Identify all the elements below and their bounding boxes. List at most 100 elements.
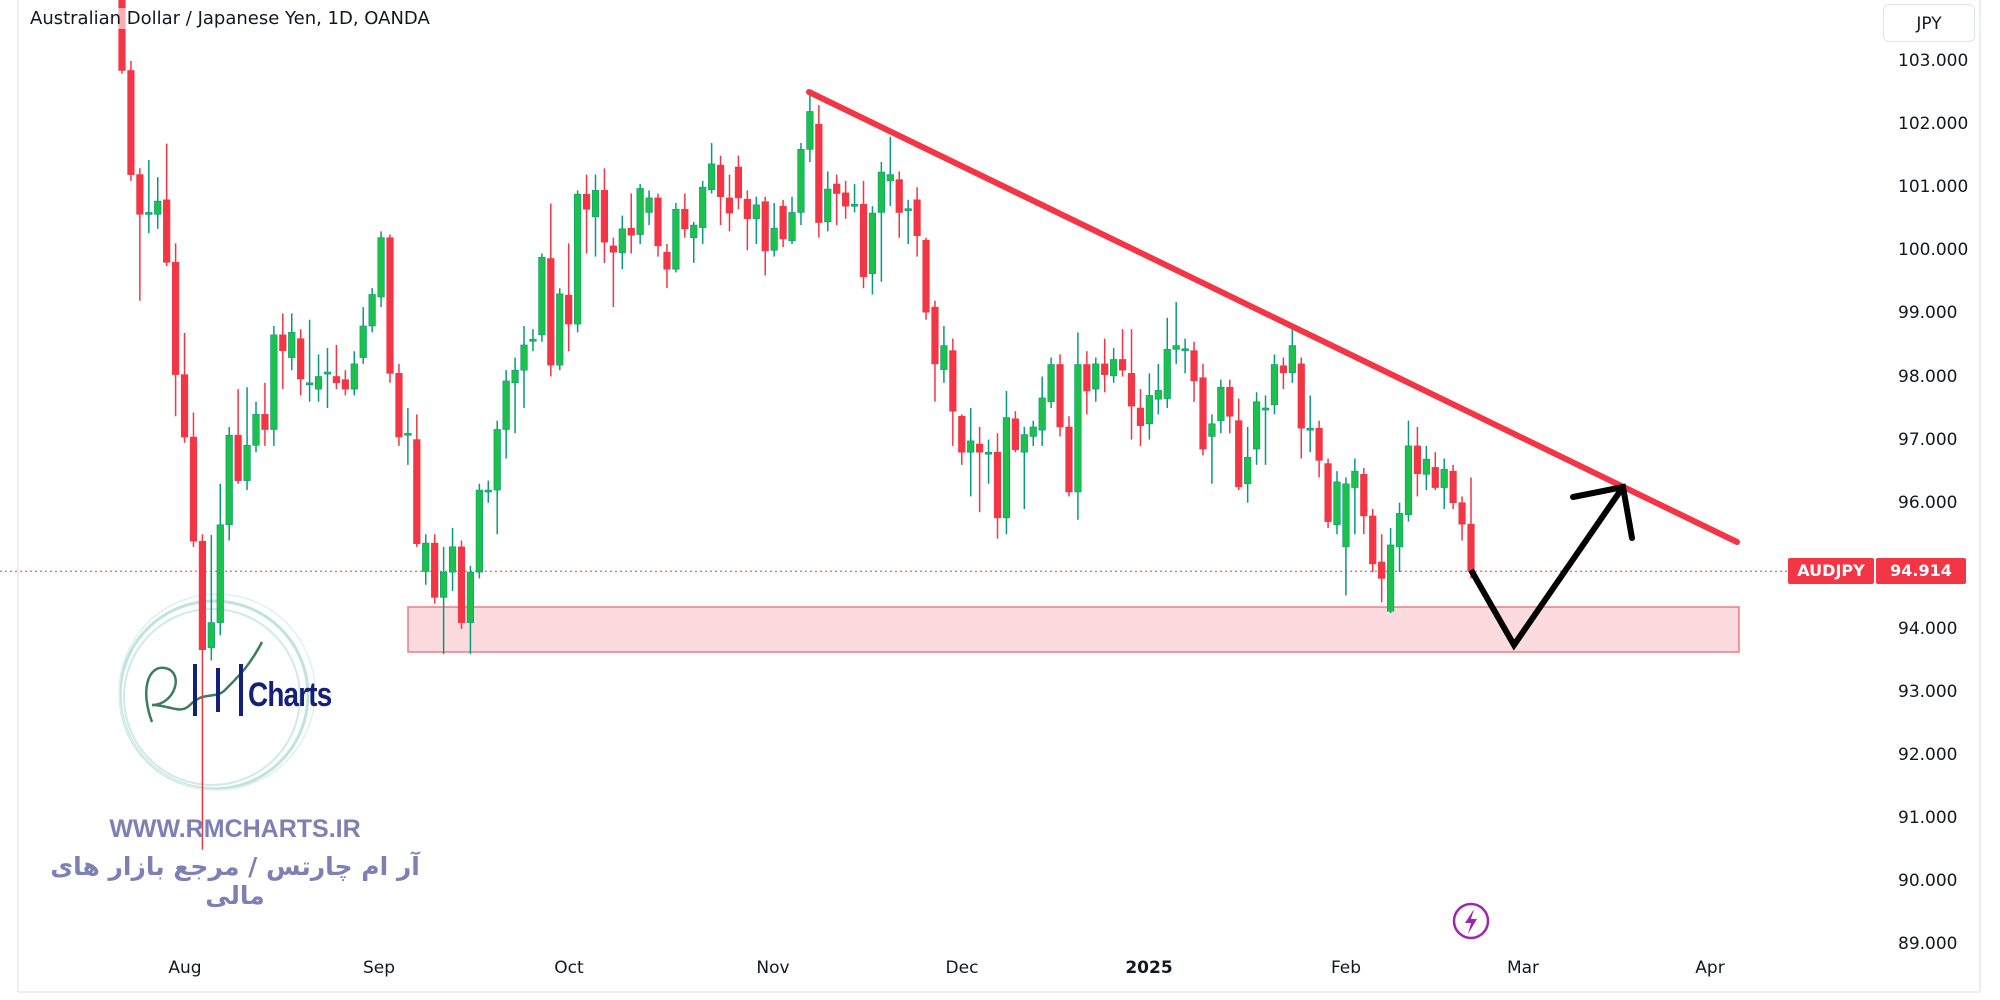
candle[interactable] [984, 439, 993, 484]
descending-trendline[interactable] [806, 89, 1740, 545]
candle[interactable] [725, 174, 734, 232]
candle[interactable] [654, 193, 662, 257]
candle[interactable] [386, 234, 394, 383]
candle[interactable] [145, 160, 153, 234]
candle[interactable] [716, 155, 725, 226]
candle[interactable] [341, 370, 349, 396]
candle[interactable] [1110, 348, 1118, 383]
candle[interactable] [582, 174, 591, 254]
candle[interactable] [556, 288, 564, 371]
candle[interactable] [448, 527, 457, 592]
candle[interactable] [1360, 467, 1368, 535]
candle[interactable] [1351, 458, 1359, 535]
candle[interactable] [1244, 426, 1252, 503]
candle[interactable] [1333, 471, 1341, 535]
candle[interactable] [1386, 527, 1395, 614]
candle[interactable] [1217, 379, 1225, 434]
candle[interactable] [359, 307, 367, 364]
candle[interactable] [332, 344, 341, 390]
candle[interactable] [886, 136, 894, 207]
candle[interactable] [779, 199, 787, 248]
candle[interactable] [136, 168, 144, 301]
candle[interactable] [752, 196, 760, 244]
candle[interactable] [1136, 389, 1145, 446]
projection-arrow[interactable] [1468, 485, 1626, 651]
candle[interactable] [931, 300, 939, 402]
candle[interactable] [395, 363, 403, 446]
candle[interactable] [1324, 458, 1332, 528]
candle[interactable] [538, 253, 546, 342]
candle[interactable] [520, 326, 528, 409]
candle[interactable] [842, 180, 850, 219]
candle[interactable] [1145, 373, 1153, 440]
candle[interactable] [565, 243, 573, 352]
candle[interactable] [404, 408, 412, 465]
candle[interactable] [940, 326, 948, 383]
candle[interactable] [216, 483, 224, 636]
candle[interactable] [815, 105, 823, 238]
candle[interactable] [877, 161, 885, 282]
candle[interactable] [207, 534, 215, 661]
candle[interactable] [1056, 354, 1064, 437]
candle[interactable] [833, 174, 841, 226]
candle[interactable] [1065, 416, 1073, 497]
candle[interactable] [502, 370, 510, 459]
candle[interactable] [511, 357, 519, 434]
candle[interactable] [913, 187, 921, 257]
candle[interactable] [180, 332, 189, 443]
candle[interactable] [314, 354, 323, 402]
candle[interactable] [1047, 357, 1055, 409]
candle[interactable] [788, 196, 796, 244]
candle[interactable] [1431, 452, 1439, 491]
lightning-icon[interactable] [1452, 902, 1490, 940]
currency-button[interactable]: JPY [1883, 4, 1975, 42]
candle[interactable] [708, 143, 716, 194]
candle[interactable] [895, 171, 903, 238]
candle[interactable] [154, 177, 162, 229]
candle[interactable] [475, 483, 483, 579]
candle[interactable] [1378, 534, 1386, 603]
candle[interactable] [252, 401, 260, 453]
candle[interactable] [350, 351, 358, 396]
candle[interactable] [1154, 363, 1162, 415]
candle[interactable] [172, 243, 180, 417]
candle[interactable] [1369, 509, 1377, 573]
candle[interactable] [690, 221, 698, 263]
candle[interactable] [574, 190, 582, 333]
candle[interactable] [1208, 414, 1216, 484]
candle[interactable] [904, 199, 912, 244]
candle[interactable] [1395, 502, 1404, 573]
candle[interactable] [591, 174, 600, 257]
candle[interactable] [958, 414, 966, 465]
candle[interactable] [1101, 338, 1109, 393]
candle[interactable] [1252, 392, 1261, 465]
candle[interactable] [529, 329, 537, 352]
candle[interactable] [422, 534, 430, 585]
candle[interactable] [261, 382, 269, 446]
candle[interactable] [484, 480, 492, 503]
candle[interactable] [1297, 357, 1305, 459]
candle[interactable] [824, 171, 832, 232]
candle[interactable] [377, 231, 385, 308]
candle[interactable] [1458, 496, 1466, 541]
candle[interactable] [1413, 426, 1421, 497]
candle[interactable] [493, 420, 501, 535]
candle[interactable] [806, 92, 814, 162]
candle[interactable] [967, 408, 975, 497]
candle[interactable] [609, 237, 617, 308]
candle[interactable] [270, 326, 278, 446]
candle[interactable] [1029, 420, 1037, 446]
candle[interactable] [127, 61, 135, 181]
candle[interactable] [770, 202, 778, 257]
candle[interactable] [627, 193, 635, 254]
support-zone[interactable] [407, 606, 1740, 653]
candle[interactable] [681, 193, 689, 238]
candle[interactable] [547, 203, 555, 377]
candle[interactable] [636, 184, 644, 244]
candle[interactable] [457, 540, 466, 629]
candle[interactable] [413, 414, 421, 547]
candle[interactable] [243, 387, 251, 491]
candle[interactable] [1199, 363, 1207, 456]
candle[interactable] [1226, 379, 1234, 434]
